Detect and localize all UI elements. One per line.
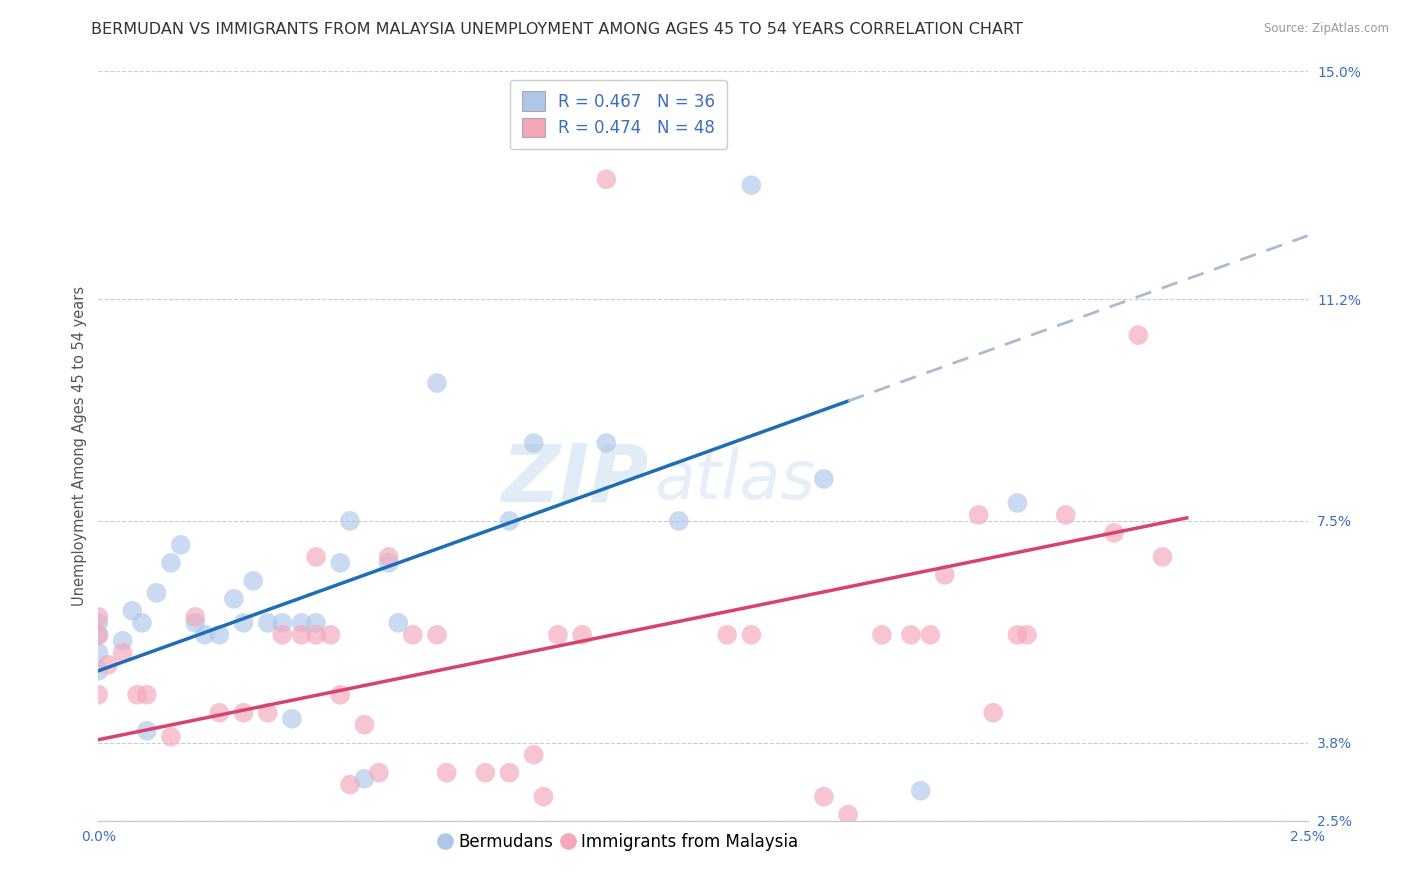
Point	[305, 615, 328, 630]
Point	[87, 628, 110, 642]
Point	[329, 688, 352, 702]
Point	[981, 706, 1004, 720]
Point	[184, 615, 207, 630]
Point	[377, 556, 399, 570]
Point	[256, 706, 278, 720]
Point	[290, 615, 312, 630]
Point	[160, 556, 183, 570]
Point	[135, 723, 157, 738]
Point	[837, 807, 859, 822]
Point	[135, 688, 157, 702]
Point	[595, 436, 617, 450]
Point	[920, 628, 942, 642]
Point	[1007, 628, 1029, 642]
Point	[97, 657, 120, 672]
Point	[523, 436, 546, 450]
Point	[498, 514, 520, 528]
Point	[160, 730, 183, 744]
Text: BERMUDAN VS IMMIGRANTS FROM MALAYSIA UNEMPLOYMENT AMONG AGES 45 TO 54 YEARS CORR: BERMUDAN VS IMMIGRANTS FROM MALAYSIA UNE…	[91, 22, 1024, 37]
Point	[87, 628, 110, 642]
Point	[1152, 549, 1174, 564]
Point	[426, 628, 449, 642]
Point	[531, 789, 554, 804]
Point	[87, 646, 110, 660]
Point	[121, 604, 143, 618]
Point	[208, 706, 231, 720]
Point	[305, 549, 328, 564]
Point	[111, 646, 134, 660]
Point	[87, 688, 110, 702]
Point	[377, 549, 399, 564]
Text: Source: ZipAtlas.com: Source: ZipAtlas.com	[1264, 22, 1389, 36]
Point	[194, 628, 217, 642]
Point	[813, 789, 835, 804]
Point	[305, 628, 328, 642]
Point	[934, 567, 956, 582]
Point	[1102, 525, 1125, 540]
Point	[571, 628, 593, 642]
Point	[339, 778, 361, 792]
Point	[131, 615, 153, 630]
Point	[271, 615, 294, 630]
Point	[256, 615, 278, 630]
Text: ZIP: ZIP	[501, 441, 648, 519]
Point	[353, 717, 375, 731]
Point	[740, 178, 762, 193]
Point	[184, 610, 207, 624]
Point	[1007, 496, 1029, 510]
Point	[281, 712, 304, 726]
Point	[208, 628, 231, 642]
Point	[87, 615, 110, 630]
Point	[329, 556, 352, 570]
Point	[353, 772, 375, 786]
Point	[145, 586, 167, 600]
Point	[910, 783, 932, 797]
Point	[111, 633, 134, 648]
Point	[1128, 328, 1150, 343]
Point	[87, 610, 110, 624]
Point	[967, 508, 990, 522]
Point	[498, 765, 520, 780]
Point	[813, 472, 835, 486]
Point	[1054, 508, 1077, 522]
Point	[870, 628, 893, 642]
Point	[900, 628, 922, 642]
Point	[402, 628, 425, 642]
Point	[368, 765, 391, 780]
Point	[242, 574, 264, 588]
Point	[290, 628, 312, 642]
Point	[169, 538, 191, 552]
Point	[523, 747, 546, 762]
Point	[668, 514, 690, 528]
Point	[436, 765, 458, 780]
Point	[474, 765, 496, 780]
Point	[426, 376, 449, 390]
Point	[222, 591, 245, 606]
Point	[387, 615, 409, 630]
Point	[547, 628, 569, 642]
Point	[232, 615, 254, 630]
Point	[319, 628, 342, 642]
Point	[740, 628, 762, 642]
Y-axis label: Unemployment Among Ages 45 to 54 years: Unemployment Among Ages 45 to 54 years	[72, 286, 87, 606]
Point	[716, 628, 738, 642]
Point	[595, 172, 617, 186]
Point	[127, 688, 149, 702]
Text: atlas: atlas	[655, 447, 815, 513]
Point	[271, 628, 294, 642]
Point	[339, 514, 361, 528]
Point	[232, 706, 254, 720]
Point	[1015, 628, 1038, 642]
Legend: Bermudans, Immigrants from Malaysia: Bermudans, Immigrants from Malaysia	[432, 826, 806, 857]
Point	[87, 664, 110, 678]
